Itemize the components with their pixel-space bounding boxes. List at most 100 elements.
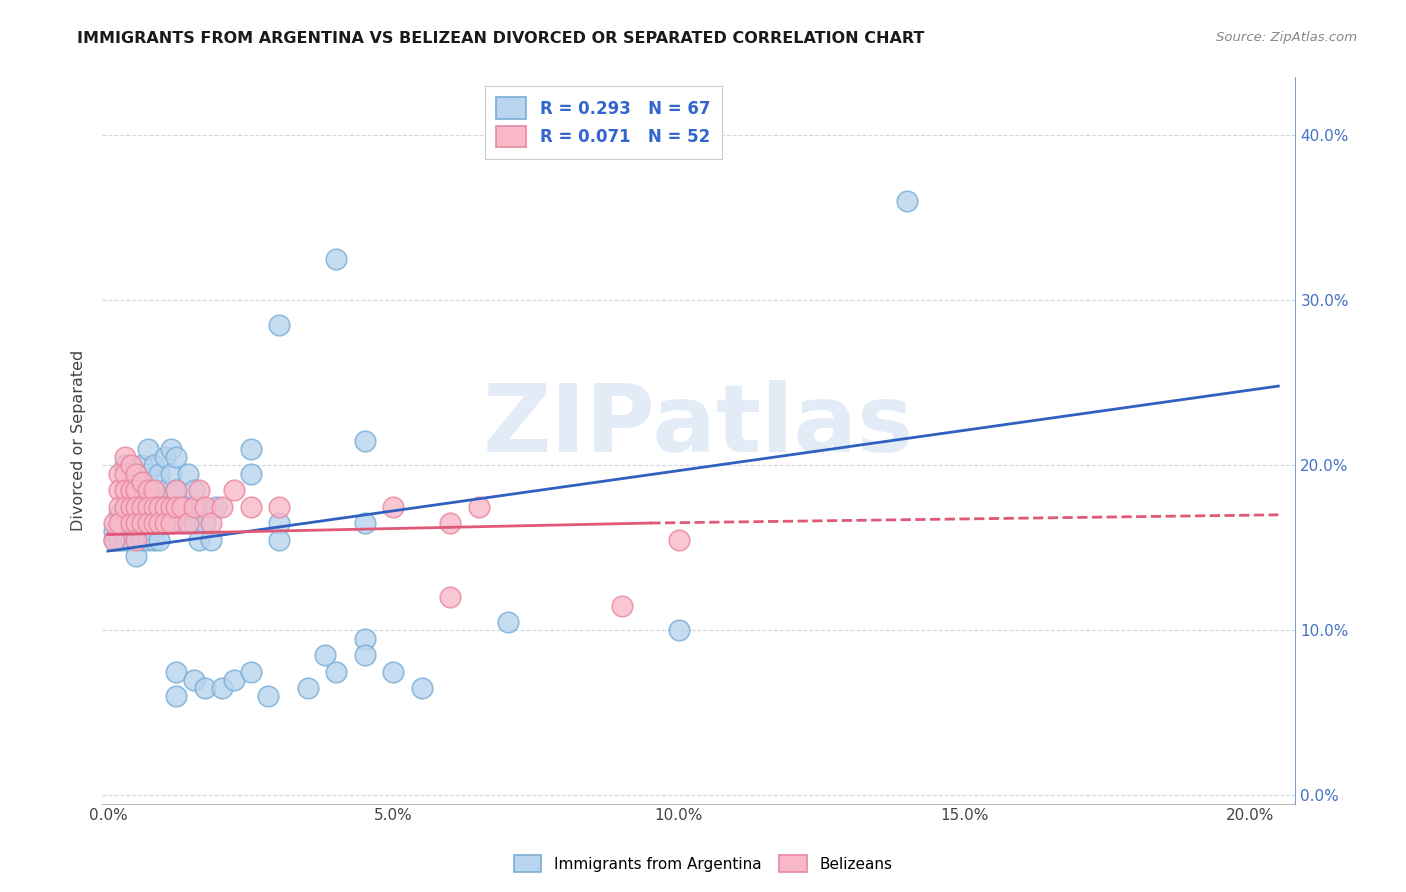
Point: [183, 500, 205, 514]
Point: [148, 516, 170, 530]
Point: [125, 516, 148, 530]
Point: [125, 483, 148, 497]
Point: [114, 483, 136, 497]
Point: [325, 665, 347, 679]
Point: [382, 665, 405, 679]
Point: [108, 500, 131, 514]
Point: [108, 508, 131, 522]
Point: [148, 500, 170, 514]
Point: [114, 533, 136, 547]
Point: [131, 475, 153, 489]
Point: [131, 516, 153, 530]
Point: [222, 483, 245, 497]
Point: [142, 458, 165, 473]
Point: [142, 483, 165, 497]
Point: [148, 533, 170, 547]
Point: [153, 516, 176, 530]
Point: [177, 516, 200, 530]
Point: [439, 516, 461, 530]
Point: [269, 516, 291, 530]
Point: [136, 516, 159, 530]
Point: [142, 500, 165, 514]
Point: [114, 458, 136, 473]
Point: [120, 516, 142, 530]
Point: [177, 467, 200, 481]
Point: [314, 648, 336, 662]
Point: [159, 500, 181, 514]
Point: [256, 690, 278, 704]
Point: [108, 533, 131, 547]
Point: [131, 500, 153, 514]
Point: [183, 483, 205, 497]
Point: [131, 458, 153, 473]
Point: [205, 500, 228, 514]
Point: [159, 516, 181, 530]
Point: [200, 533, 222, 547]
Point: [125, 500, 148, 514]
Point: [269, 500, 291, 514]
Point: [125, 516, 148, 530]
Point: [103, 533, 125, 547]
Point: [194, 500, 217, 514]
Legend: Immigrants from Argentina, Belizeans: Immigrants from Argentina, Belizeans: [506, 847, 900, 880]
Point: [194, 516, 217, 530]
Point: [439, 591, 461, 605]
Point: [125, 483, 148, 497]
Point: [136, 500, 159, 514]
Point: [125, 467, 148, 481]
Point: [120, 533, 142, 547]
Point: [269, 318, 291, 332]
Point: [114, 450, 136, 464]
Point: [353, 632, 375, 646]
Point: [103, 533, 125, 547]
Point: [120, 500, 142, 514]
Point: [165, 483, 187, 497]
Point: [136, 467, 159, 481]
Point: [136, 442, 159, 456]
Point: [325, 252, 347, 266]
Point: [114, 500, 136, 514]
Point: [148, 516, 170, 530]
Point: [142, 516, 165, 530]
Point: [172, 500, 194, 514]
Point: [172, 500, 194, 514]
Point: [131, 500, 153, 514]
Point: [183, 516, 205, 530]
Point: [239, 665, 262, 679]
Point: [165, 690, 187, 704]
Point: [142, 483, 165, 497]
Point: [159, 442, 181, 456]
Point: [131, 516, 153, 530]
Point: [239, 442, 262, 456]
Point: [382, 500, 405, 514]
Point: [103, 516, 125, 530]
Point: [468, 500, 491, 514]
Point: [188, 533, 211, 547]
Point: [211, 500, 233, 514]
Point: [108, 483, 131, 497]
Point: [142, 516, 165, 530]
Point: [136, 516, 159, 530]
Point: [114, 467, 136, 481]
Point: [188, 500, 211, 514]
Point: [165, 665, 187, 679]
Point: [269, 533, 291, 547]
Point: [108, 533, 131, 547]
Point: [153, 500, 176, 514]
Point: [120, 483, 142, 497]
Point: [610, 599, 633, 613]
Point: [668, 533, 690, 547]
Point: [159, 467, 181, 481]
Point: [353, 434, 375, 448]
Point: [120, 467, 142, 481]
Point: [194, 681, 217, 695]
Text: Source: ZipAtlas.com: Source: ZipAtlas.com: [1216, 31, 1357, 45]
Point: [125, 549, 148, 563]
Point: [153, 450, 176, 464]
Point: [131, 475, 153, 489]
Point: [153, 500, 176, 514]
Point: [108, 516, 131, 530]
Point: [200, 516, 222, 530]
Point: [188, 483, 211, 497]
Point: [353, 516, 375, 530]
